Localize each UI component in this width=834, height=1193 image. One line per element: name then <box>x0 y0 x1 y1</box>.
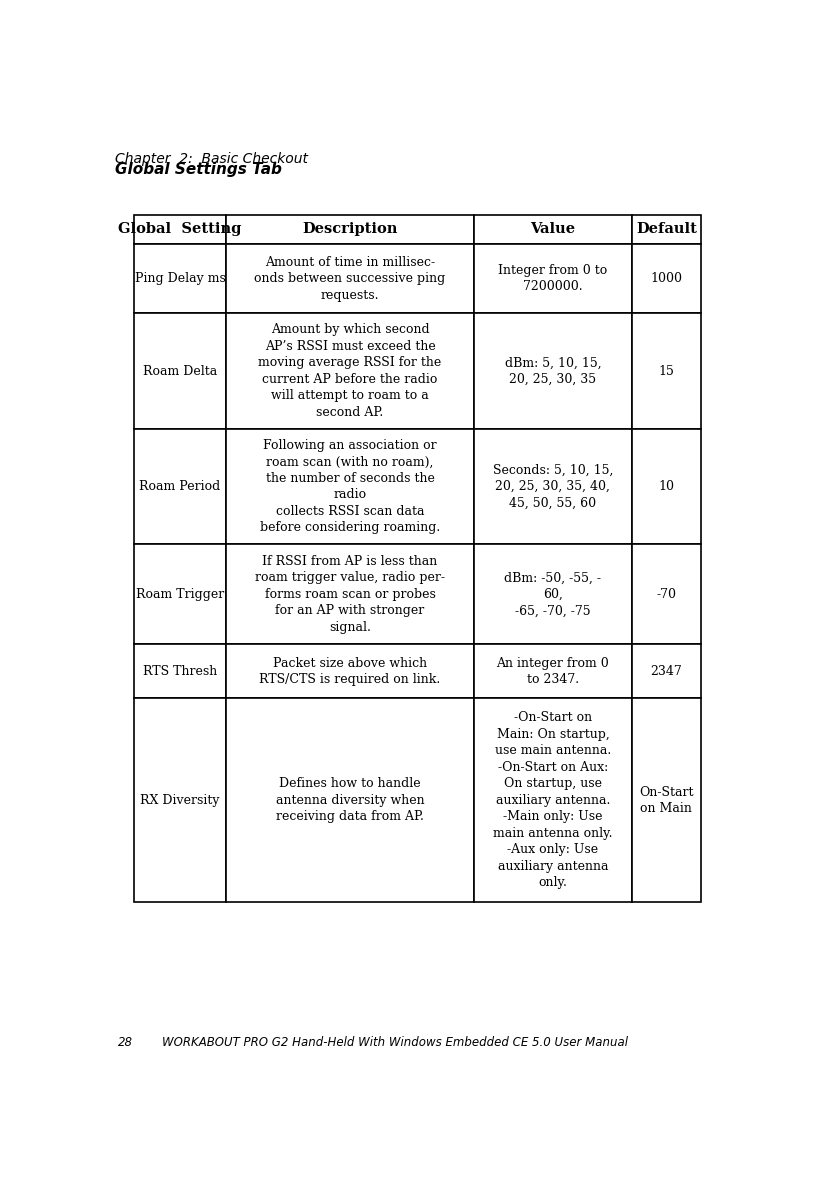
Text: RTS Thresh: RTS Thresh <box>143 665 217 678</box>
Bar <box>474 314 632 428</box>
Bar <box>226 215 474 245</box>
Bar <box>474 245 632 314</box>
Bar <box>474 544 632 644</box>
Bar <box>133 245 226 314</box>
Text: Amount of time in millisec-
onds between successive ping
requests.: Amount of time in millisec- onds between… <box>254 255 445 302</box>
Bar <box>226 245 474 314</box>
Text: -70: -70 <box>656 588 676 601</box>
Bar <box>133 644 226 698</box>
Bar <box>226 428 474 544</box>
Bar <box>226 314 474 428</box>
Text: On-Start
on Main: On-Start on Main <box>639 786 694 815</box>
Text: Following an association or
roam scan (with no roam),
the number of seconds the
: Following an association or roam scan (w… <box>260 439 440 534</box>
Bar <box>632 698 701 902</box>
Text: Global  Setting: Global Setting <box>118 222 242 236</box>
Text: Defines how to handle
antenna diversity when
receiving data from AP.: Defines how to handle antenna diversity … <box>276 778 425 823</box>
Text: Amount by which second
AP’s RSSI must exceed the
moving average RSSI for the
cur: Amount by which second AP’s RSSI must ex… <box>259 323 442 419</box>
Bar <box>632 428 701 544</box>
Text: Chapter  2:  Basic Checkout: Chapter 2: Basic Checkout <box>115 152 308 166</box>
Text: dBm: 5, 10, 15,
20, 25, 30, 35: dBm: 5, 10, 15, 20, 25, 30, 35 <box>505 357 601 385</box>
Text: Ping Delay ms: Ping Delay ms <box>134 272 225 285</box>
Text: Roam Trigger: Roam Trigger <box>136 588 224 601</box>
Bar <box>474 698 632 902</box>
Bar <box>226 544 474 644</box>
Text: dBm: -50, -55, -
60,
-65, -70, -75: dBm: -50, -55, - 60, -65, -70, -75 <box>505 571 601 618</box>
Bar <box>632 215 701 245</box>
Text: Packet size above which
RTS/CTS is required on link.: Packet size above which RTS/CTS is requi… <box>259 656 440 686</box>
Bar <box>474 428 632 544</box>
Text: Roam Period: Roam Period <box>139 480 220 493</box>
Text: 2347: 2347 <box>651 665 682 678</box>
Bar <box>632 544 701 644</box>
Text: 1000: 1000 <box>651 272 682 285</box>
Text: -On-Start on
Main: On startup,
use main antenna.
-On-Start on Aux:
On startup, u: -On-Start on Main: On startup, use main … <box>493 711 613 889</box>
Bar <box>474 644 632 698</box>
Bar <box>133 215 226 245</box>
Bar <box>226 698 474 902</box>
Bar <box>133 314 226 428</box>
Bar <box>133 544 226 644</box>
Text: 28: 28 <box>118 1037 133 1050</box>
Bar <box>632 644 701 698</box>
Text: Value: Value <box>530 222 575 236</box>
Bar <box>632 245 701 314</box>
Text: Integer from 0 to
7200000.: Integer from 0 to 7200000. <box>498 264 607 293</box>
Bar <box>632 314 701 428</box>
Text: 10: 10 <box>658 480 675 493</box>
Text: An integer from 0
to 2347.: An integer from 0 to 2347. <box>496 656 610 686</box>
Text: 15: 15 <box>658 365 674 377</box>
Text: Global Settings Tab: Global Settings Tab <box>115 162 282 178</box>
Text: RX Diversity: RX Diversity <box>140 793 219 806</box>
Text: Description: Description <box>303 222 398 236</box>
Bar <box>133 428 226 544</box>
Text: WORKABOUT PRO G2 Hand-Held With Windows Embedded CE 5.0 User Manual: WORKABOUT PRO G2 Hand-Held With Windows … <box>163 1037 628 1050</box>
Bar <box>226 644 474 698</box>
Text: Roam Delta: Roam Delta <box>143 365 217 377</box>
Text: Seconds: 5, 10, 15,
20, 25, 30, 35, 40,
45, 50, 55, 60: Seconds: 5, 10, 15, 20, 25, 30, 35, 40, … <box>493 464 613 509</box>
Bar <box>133 698 226 902</box>
Text: If RSSI from AP is less than
roam trigger value, radio per-
forms roam scan or p: If RSSI from AP is less than roam trigge… <box>255 555 445 633</box>
Bar <box>474 215 632 245</box>
Text: Default: Default <box>636 222 696 236</box>
